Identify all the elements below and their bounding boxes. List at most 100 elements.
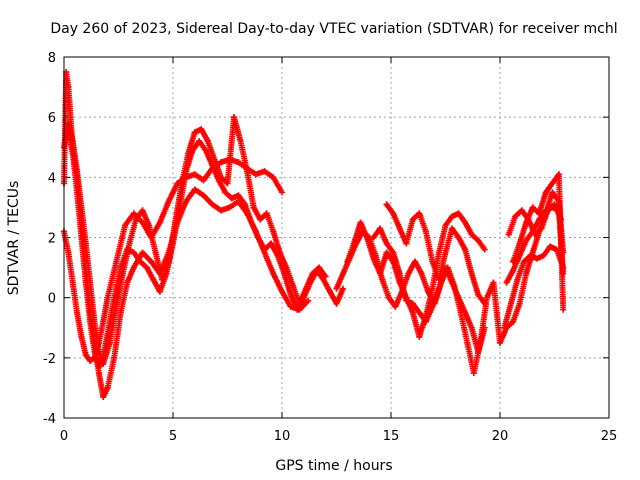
data-point — [237, 138, 244, 145]
data-point — [263, 210, 270, 217]
data-point — [270, 174, 277, 181]
y-axis-label: SDTVAR / TECUs — [6, 181, 22, 296]
data-point — [470, 369, 477, 376]
y-tick-label: -4 — [43, 412, 56, 427]
data-point — [104, 384, 111, 391]
data-point — [74, 309, 81, 316]
data-point — [78, 234, 85, 241]
data-point — [82, 279, 89, 286]
data-point — [442, 249, 449, 256]
plot-frame — [63, 56, 610, 419]
data-point — [510, 318, 517, 325]
data-point — [520, 258, 527, 265]
data-point — [409, 309, 416, 316]
data-point — [268, 240, 275, 247]
data-point — [340, 270, 347, 277]
series-trace — [344, 210, 487, 340]
series-trace — [383, 201, 487, 306]
data-point — [357, 219, 364, 226]
y-tick-label: 0 — [48, 292, 56, 307]
data-point — [516, 252, 523, 259]
data-point — [130, 210, 137, 217]
data-point — [124, 246, 131, 253]
data-point — [514, 276, 521, 283]
data-point — [396, 270, 403, 277]
data-point — [377, 270, 384, 277]
data-point — [191, 186, 198, 193]
data-point — [78, 333, 85, 340]
data-point — [82, 351, 89, 358]
data-point — [442, 222, 449, 229]
x-tick-label: 15 — [383, 429, 400, 444]
data-point — [364, 234, 371, 241]
data-point — [130, 249, 137, 256]
data-point — [156, 219, 163, 226]
data-series — [510, 171, 567, 313]
data-point — [542, 189, 549, 196]
data-point — [475, 291, 482, 298]
data-point — [217, 207, 224, 214]
data-point — [176, 204, 183, 211]
data-point — [527, 252, 534, 259]
data-point — [183, 198, 190, 205]
data-point — [505, 231, 512, 238]
data-point — [198, 126, 205, 133]
data-point — [139, 207, 146, 214]
data-point — [326, 288, 333, 295]
data-point — [510, 267, 517, 274]
x-tick-label: 0 — [60, 429, 68, 444]
data-point — [560, 270, 567, 277]
data-point — [497, 339, 503, 346]
data-point — [191, 129, 198, 136]
data-point — [529, 228, 536, 235]
data-point — [483, 294, 490, 301]
data-series — [501, 243, 567, 331]
data-point — [270, 228, 277, 235]
data-point — [65, 249, 72, 256]
data-point — [189, 147, 196, 154]
data-series — [344, 210, 488, 340]
data-series — [61, 156, 285, 364]
data-series — [383, 201, 488, 307]
data-point — [100, 393, 107, 400]
data-point — [231, 114, 238, 121]
data-point — [87, 318, 94, 325]
data-point — [481, 324, 488, 331]
data-point — [235, 159, 242, 166]
data-point — [261, 246, 268, 253]
data-point — [549, 204, 556, 211]
data-point — [449, 213, 456, 220]
data-points — [61, 69, 567, 400]
data-point — [540, 252, 547, 259]
data-point — [196, 138, 203, 145]
data-point — [455, 234, 462, 241]
x-tick-label: 10 — [274, 429, 291, 444]
data-point — [305, 297, 312, 304]
data-point — [106, 339, 113, 346]
data-point — [100, 354, 107, 361]
data-point — [475, 237, 482, 244]
data-point — [435, 249, 442, 256]
data-point — [67, 114, 74, 121]
data-point — [449, 225, 456, 232]
data-point — [429, 258, 436, 265]
data-point — [165, 198, 172, 205]
data-point — [370, 234, 377, 241]
x-tick-label: 20 — [492, 429, 509, 444]
data-point — [501, 324, 508, 331]
data-point — [350, 240, 357, 247]
data-point — [235, 192, 242, 199]
data-point — [435, 285, 442, 292]
x-tick-label: 5 — [169, 429, 177, 444]
data-point — [289, 282, 296, 289]
data-point — [416, 210, 423, 217]
data-point — [95, 363, 102, 370]
data-point — [191, 171, 198, 178]
data-point — [490, 279, 497, 286]
data-point — [529, 204, 536, 211]
x-tick-label: 25 — [601, 429, 618, 444]
data-point — [377, 225, 384, 232]
data-point — [281, 270, 288, 277]
data-point — [74, 189, 81, 196]
data-point — [183, 168, 190, 175]
